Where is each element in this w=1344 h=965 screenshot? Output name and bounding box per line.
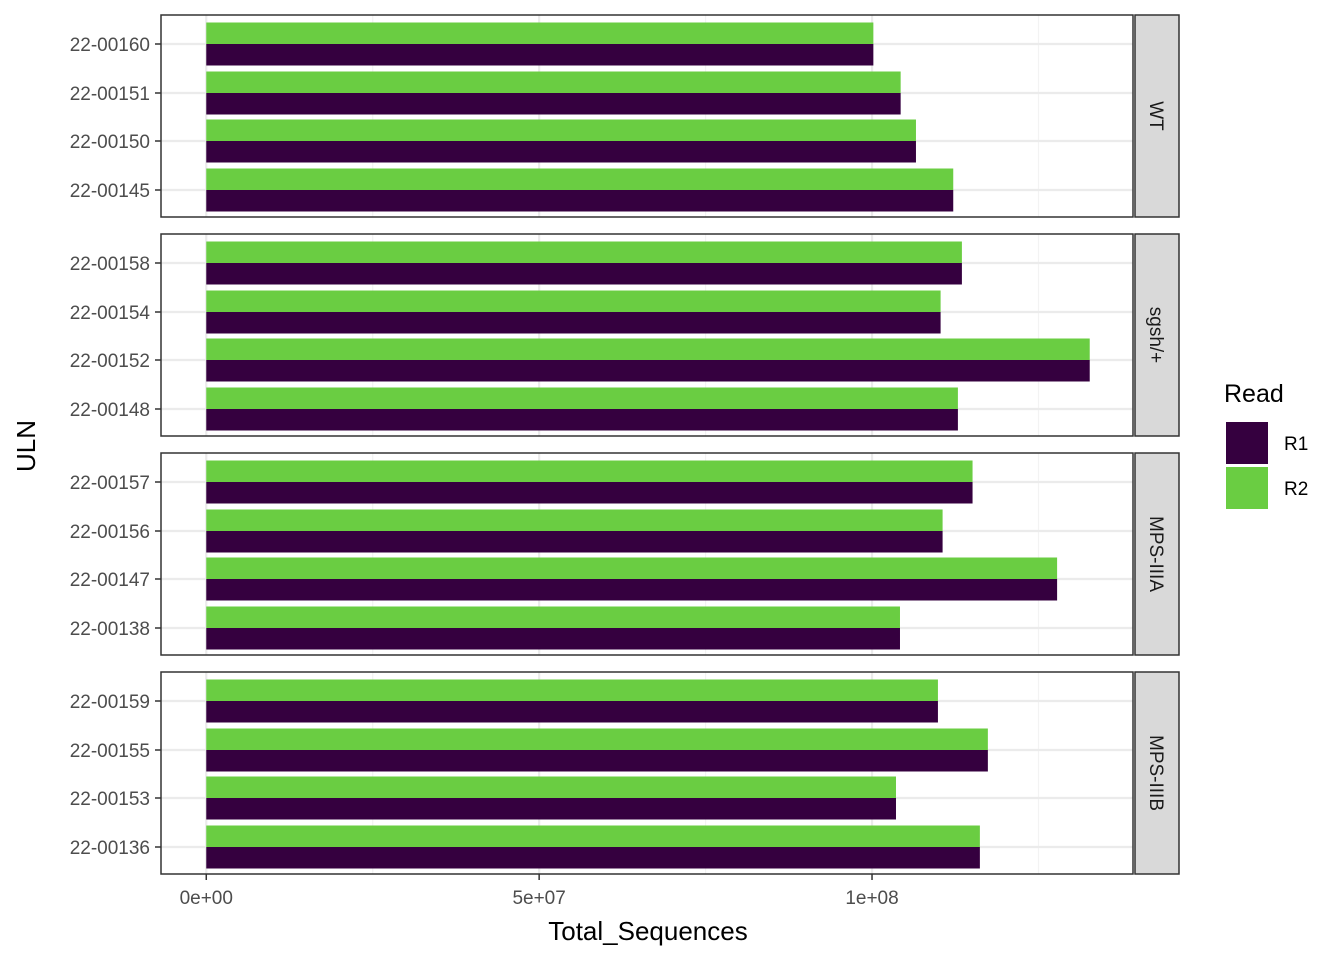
legend-key-r1 [1226,422,1268,464]
bar-22-00158-R2 [206,241,962,263]
x-tick-label: 1e+08 [845,888,898,909]
bar-22-00159-R2 [206,679,938,701]
bar-22-00153-R1 [206,798,896,820]
y-tick-label: 22-00151 [70,84,150,105]
facet-strip-label: WT [1145,101,1166,131]
bar-22-00152-R2 [206,338,1090,360]
bar-22-00156-R2 [206,509,943,531]
bar-22-00154-R2 [206,290,941,312]
bar-22-00151-R1 [206,93,901,115]
bar-22-00157-R1 [206,482,973,504]
legend-key-r2 [1226,467,1268,509]
facet-strip [1134,14,1180,218]
x-axis-title: Total_Sequences [548,916,747,946]
bar-22-00156-R1 [206,531,943,553]
facet-strip [1134,671,1180,875]
bar-22-00159-R1 [206,701,938,723]
panel-border [160,452,1134,656]
bar-22-00152-R1 [206,360,1090,382]
facet-strip-label: MPS-IIIA [1145,516,1166,592]
bar-22-00138-R1 [206,628,900,650]
legend-title: Read [1224,380,1284,408]
facet-panel-MPS-IIIA: MPS-IIIA [160,452,1180,656]
y-tick-label: 22-00147 [70,570,150,591]
bar-22-00138-R2 [206,606,900,628]
bar-22-00153-R2 [206,776,896,798]
y-tick-label: 22-00160 [70,35,150,56]
facet-panel-WT: WT [160,14,1180,218]
bar-22-00160-R1 [206,44,874,66]
bar-22-00150-R1 [206,141,916,163]
legend: Read R1 R2 [1224,380,1308,509]
panel-border [160,14,1134,218]
bar-22-00160-R2 [206,22,874,44]
bar-22-00145-R1 [206,190,954,212]
y-tick-label: 22-00145 [70,181,150,202]
x-tick-label: 0e+00 [180,888,233,909]
y-tick-label: 22-00154 [70,303,151,324]
bar-22-00151-R2 [206,71,901,93]
bar-22-00155-R1 [206,750,988,772]
bar-22-00150-R2 [206,119,916,141]
panel-border [160,233,1134,437]
y-tick-label: 22-00156 [70,522,150,543]
bar-22-00136-R2 [206,825,980,847]
facet-panel-sgsh/+: sgsh/+ [160,233,1180,437]
facet-strip [1134,233,1180,437]
y-tick-label: 22-00157 [70,473,150,494]
bar-22-00147-R2 [206,557,1058,579]
x-tick-label: 5e+07 [512,888,565,909]
legend-label-r2: R2 [1284,479,1308,500]
y-tick-label: 22-00148 [70,400,150,421]
y-tick-label: 22-00152 [70,351,150,372]
bar-22-00155-R2 [206,728,988,750]
facet-strip-label: sgsh/+ [1145,307,1166,364]
y-axis-title: ULN [11,420,41,472]
x-axis: 0e+00 5e+07 1e+08 [180,874,899,909]
bar-22-00154-R1 [206,312,941,334]
bar-22-00157-R2 [206,460,973,482]
bar-22-00148-R1 [206,409,958,431]
bar-22-00145-R2 [206,168,954,190]
facet-strip-label: MPS-IIIB [1145,735,1166,811]
y-tick-label: 22-00159 [70,692,150,713]
y-tick-label: 22-00155 [70,741,150,762]
y-tick-label: 22-00158 [70,254,150,275]
y-tick-label: 22-00150 [70,132,150,153]
panel-border [160,671,1134,875]
panels-layer: WT 22-00160 22-00151 22-00150 22-00145 sgsh/+… [70,14,1180,875]
facet-panel-MPS-IIIB: MPS-IIIB [160,671,1180,875]
bar-22-00136-R1 [206,847,980,869]
facet-strip [1134,452,1180,656]
bar-22-00158-R1 [206,263,962,285]
bar-22-00148-R2 [206,387,958,409]
y-tick-label: 22-00153 [70,789,150,810]
y-tick-label: 22-00138 [70,619,150,640]
legend-label-r1: R1 [1284,434,1308,455]
y-tick-label: 22-00136 [70,838,150,859]
bar-22-00147-R1 [206,579,1058,601]
